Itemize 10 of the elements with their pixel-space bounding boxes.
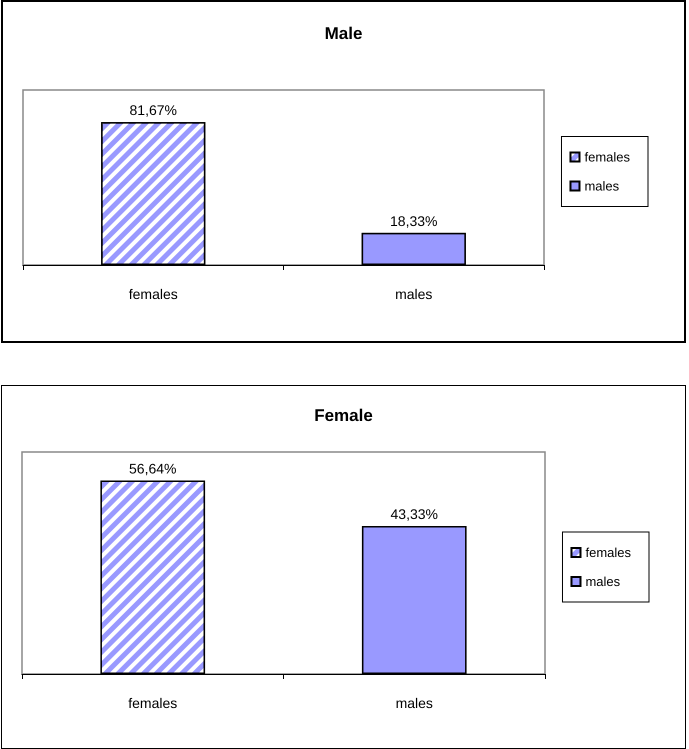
- data-label: 18,33%: [390, 212, 438, 229]
- chart-title: Female: [314, 406, 373, 425]
- data-label: 81,67%: [130, 102, 177, 118]
- data-label: 56,64%: [129, 460, 176, 477]
- legend-label: females: [584, 150, 630, 164]
- legend-label: males: [585, 574, 621, 589]
- legend-label: females: [585, 545, 632, 560]
- legend-label: males: [584, 178, 620, 194]
- chart-title: Male: [324, 24, 362, 43]
- data-label: 43,33%: [390, 506, 438, 522]
